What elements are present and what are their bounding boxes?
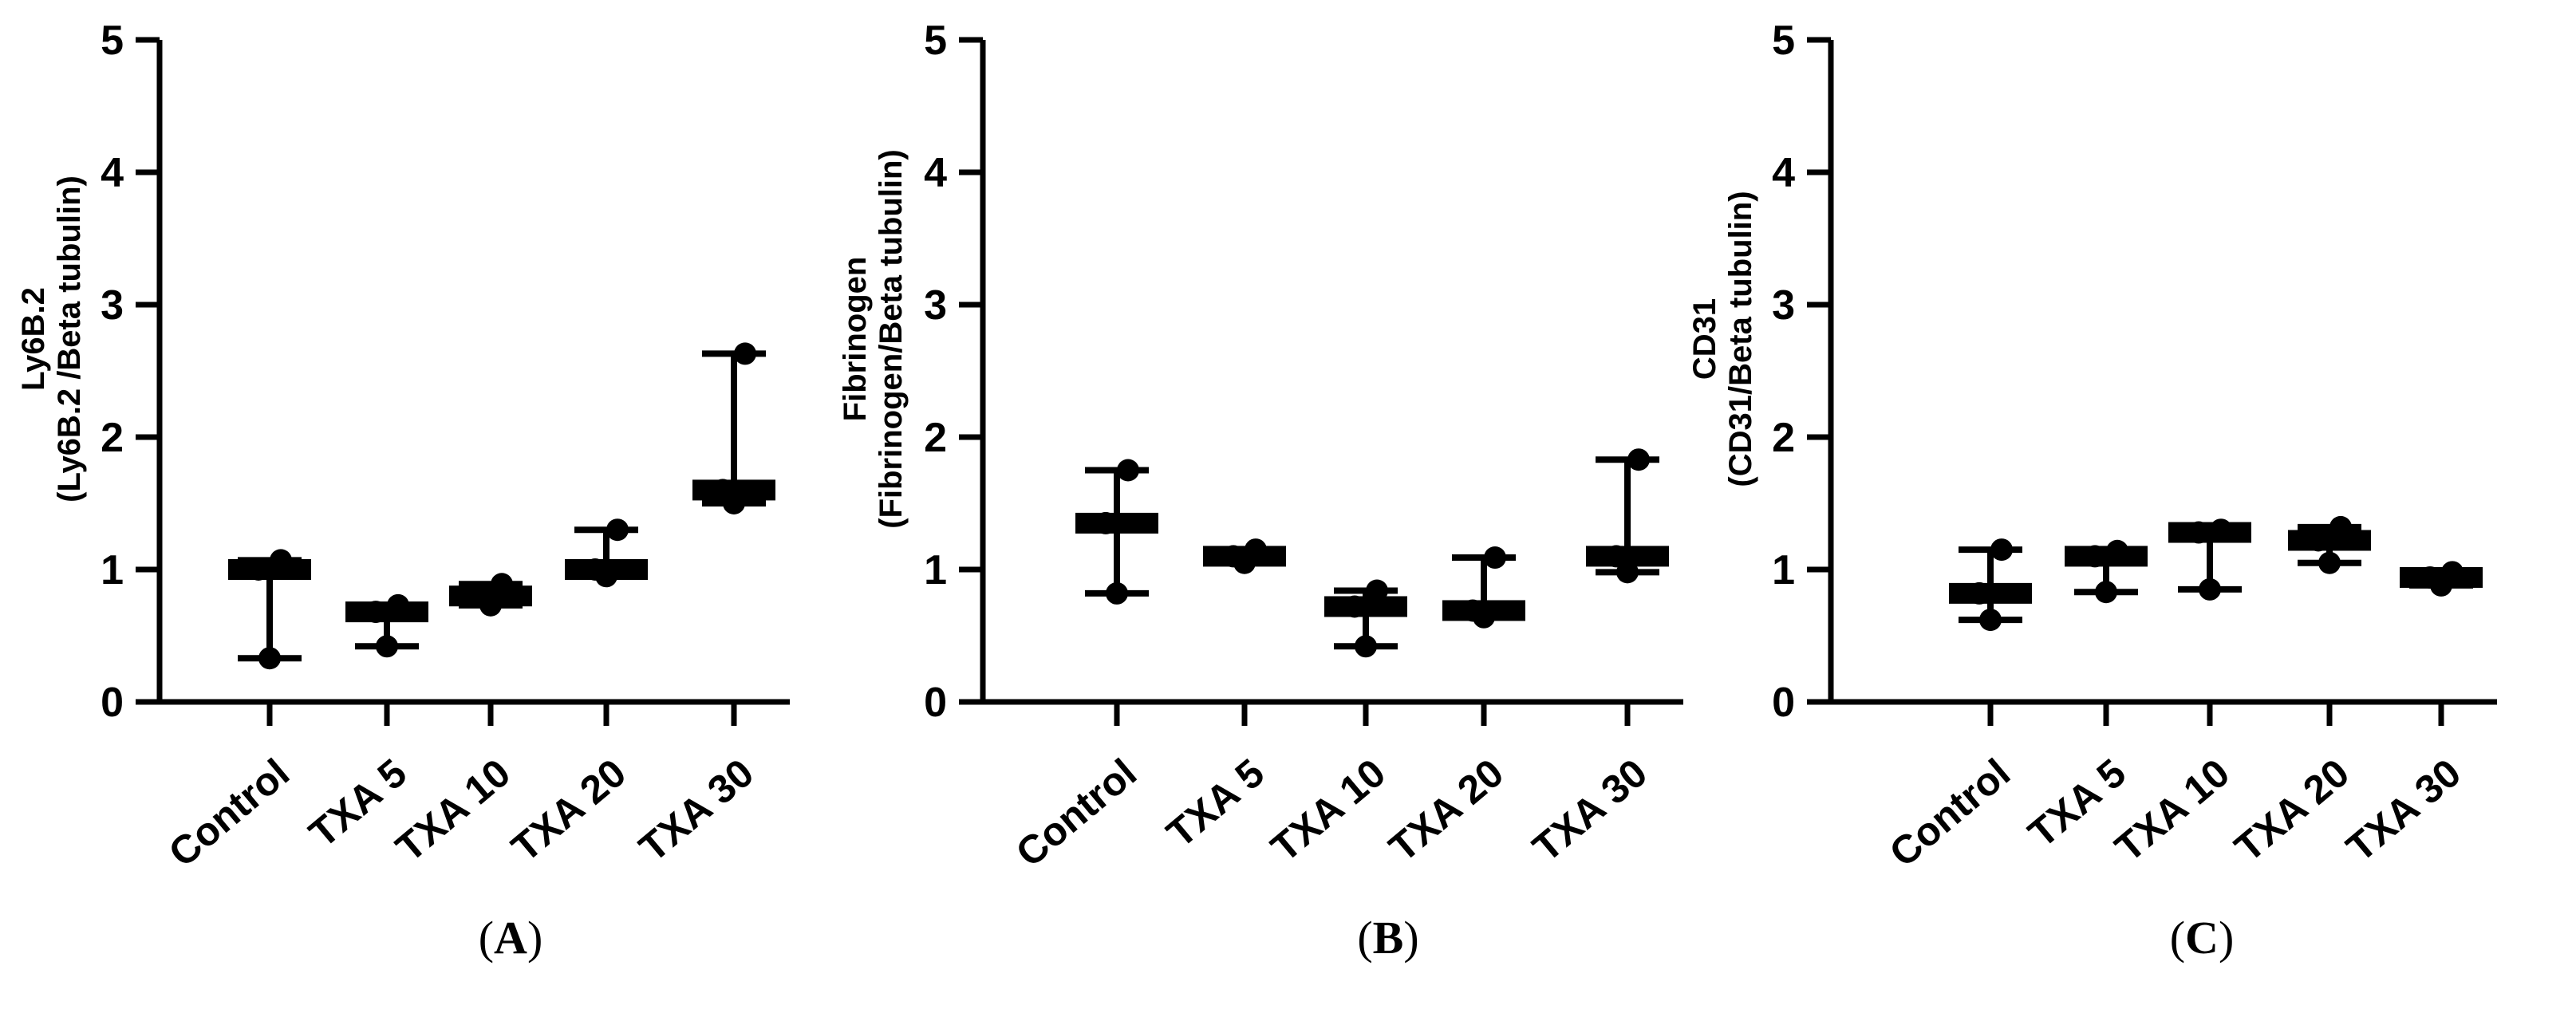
data-point — [1627, 448, 1650, 471]
data-point — [2307, 529, 2329, 552]
y-tick-label: 5 — [1772, 18, 1795, 64]
y-axis-title: Fibrinogen — [838, 257, 873, 422]
x-tick-label: TXA 10 — [2107, 751, 2238, 871]
y-tick-label: 1 — [1772, 547, 1795, 593]
box-control — [1949, 538, 2032, 632]
y-axis-subtitle: (Fibrinogen/Beta tubulin) — [874, 149, 909, 529]
data-point — [376, 635, 398, 658]
data-point — [734, 342, 756, 365]
x-tick-label: Control — [160, 751, 298, 876]
data-point — [1343, 595, 1366, 618]
box-control — [1075, 459, 1158, 605]
data-point — [365, 601, 387, 624]
y-tick-label: 3 — [101, 282, 124, 329]
x-tick-label: TXA 10 — [388, 751, 519, 871]
y-tick-label: 2 — [101, 415, 124, 461]
data-point — [1106, 581, 1128, 605]
data-point — [258, 647, 281, 670]
x-tick-label: TXA 20 — [2227, 751, 2357, 871]
box-txa-5 — [1203, 538, 1286, 574]
data-point — [606, 518, 629, 542]
data-point — [1245, 538, 1267, 562]
data-point — [1616, 561, 1639, 584]
box-txa-20 — [1442, 546, 1525, 629]
box-txa-20 — [2288, 515, 2371, 574]
data-point — [2106, 539, 2128, 562]
data-point — [2210, 518, 2232, 542]
box-txa-20 — [565, 518, 648, 588]
data-point — [2095, 581, 2117, 604]
data-point — [2441, 561, 2464, 584]
y-tick-label: 1 — [924, 547, 947, 593]
y-tick-label: 4 — [924, 150, 947, 196]
chart-panel-a: 0 1 2 3 4 5 Ly6B.2 (Ly6B.2 /Beta tubulin) Contro… — [16, 18, 790, 964]
y-axis-subtitle: (CD31/Beta tubulin) — [1723, 191, 1758, 487]
data-point — [2187, 521, 2210, 544]
x-tick-label: TXA 10 — [1263, 751, 1394, 871]
x-tick-label: TXA 30 — [1525, 751, 1655, 871]
data-point — [2329, 515, 2352, 538]
panel-label: (A) — [479, 912, 543, 964]
data-point — [491, 573, 513, 596]
x-tick-label: TXA 20 — [503, 751, 634, 871]
data-point — [1366, 579, 1388, 602]
data-point — [712, 479, 734, 502]
data-point — [584, 558, 606, 581]
box-txa-30 — [2400, 561, 2483, 597]
y-tick-label: 3 — [1772, 282, 1795, 329]
chart-panel-c: 0 1 2 3 4 5 CD31 (CD31/Beta tubulin) Control TXA … — [1687, 18, 2497, 964]
y-tick-label: 4 — [1772, 150, 1795, 196]
data-point — [468, 585, 491, 608]
y-axis-subtitle: (Ly6B.2 /Beta tubulin) — [52, 175, 87, 503]
box-txa-5 — [345, 593, 428, 658]
box-control — [228, 549, 311, 670]
data-point — [1095, 511, 1117, 534]
x-tick-label: TXA 30 — [631, 751, 762, 871]
data-point — [247, 558, 270, 581]
y-tick-label: 3 — [924, 282, 947, 329]
panel-label: (B) — [1357, 912, 1418, 964]
y-axis-title: Ly6B.2 — [16, 287, 51, 391]
x-tick-label: TXA 20 — [1381, 751, 1512, 871]
y-tick-label: 4 — [101, 150, 124, 196]
y-tick-label: 1 — [101, 547, 124, 593]
chart-panel-b: 0 1 2 3 4 5 Fibrinogen (Fibrinogen/Beta tubulin… — [838, 18, 1683, 964]
data-point — [270, 549, 292, 572]
data-point — [1117, 459, 1139, 482]
y-tick-label: 2 — [1772, 415, 1795, 461]
data-point — [2199, 577, 2221, 601]
x-tick-label: Control — [1008, 751, 1145, 876]
y-tick-label: 0 — [1772, 680, 1795, 726]
data-point — [1968, 581, 1990, 605]
box-txa-10 — [1324, 579, 1407, 658]
y-axis-title: CD31 — [1687, 298, 1722, 380]
box-txa-30 — [692, 342, 775, 514]
data-point — [2419, 566, 2441, 589]
data-point — [1484, 546, 1506, 570]
y-tick-label: 5 — [924, 18, 947, 64]
x-tick-label: TXA 30 — [2338, 751, 2469, 871]
y-tick-label: 0 — [924, 680, 947, 726]
data-point — [2318, 551, 2341, 574]
x-tick-label: TXA 5 — [1158, 751, 1272, 857]
data-point — [387, 593, 409, 617]
data-point — [1222, 545, 1245, 568]
data-point — [1979, 609, 2002, 632]
data-point — [1990, 538, 2013, 562]
box-txa-5 — [2065, 539, 2148, 604]
y-tick-label: 2 — [924, 415, 947, 461]
y-tick-label: 0 — [101, 680, 124, 726]
box-txa-30 — [1586, 448, 1669, 584]
y-tick-label: 5 — [101, 18, 124, 64]
data-point — [1462, 599, 1484, 622]
box-txa-10 — [2168, 518, 2251, 601]
data-point — [1355, 635, 1377, 658]
data-point — [1605, 545, 1627, 568]
panel-label: (C) — [2170, 912, 2235, 964]
box-txa-10 — [449, 573, 532, 617]
data-point — [2084, 545, 2106, 568]
x-tick-label: Control — [1881, 751, 2018, 876]
